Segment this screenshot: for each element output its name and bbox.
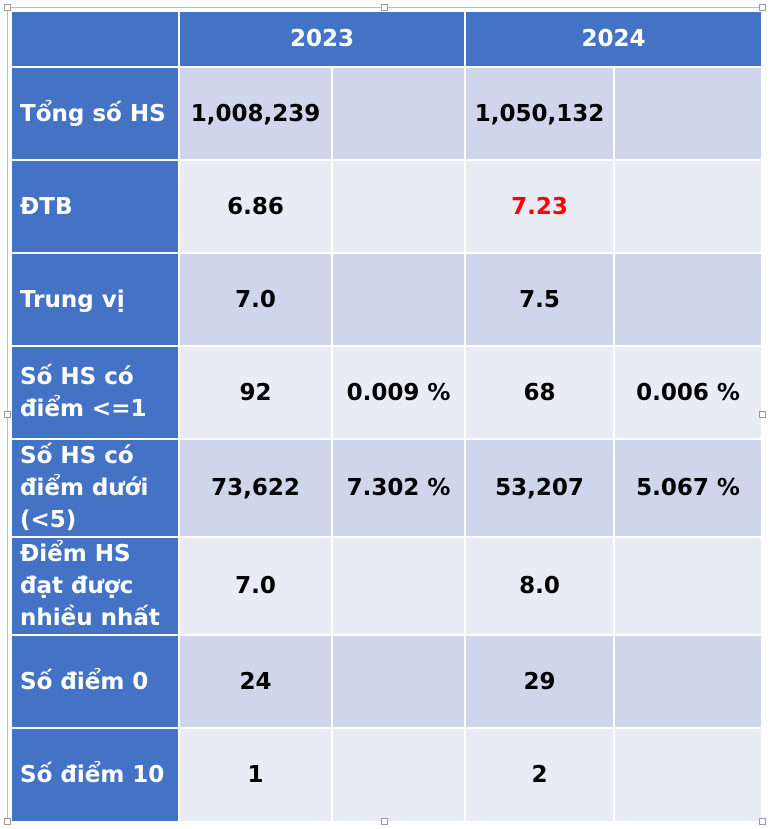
resize-handle-bottom-left[interactable]	[4, 818, 11, 825]
resize-handle-middle-right[interactable]	[759, 411, 766, 418]
percent-2024	[613, 634, 764, 729]
year-2024-header: 2024	[464, 10, 764, 68]
resize-handle-middle-left[interactable]	[4, 411, 11, 418]
value-2024: 2	[464, 727, 616, 823]
table-row: Số HS có điểm dưới (<5) 73,622 7.302 % 5…	[10, 438, 764, 538]
row-label: Số điểm 0	[10, 634, 180, 729]
percent-2023	[330, 66, 467, 161]
value-2023: 73,622	[178, 438, 333, 538]
value-2024: 29	[464, 634, 616, 729]
table-row: Số HS có điểm <=1 92 0.009 % 68 0.006 %	[10, 345, 764, 440]
row-label: Số điểm 10	[10, 727, 180, 823]
percent-2023: 0.009 %	[330, 345, 467, 440]
table-row: Trung vị 7.0 7.5	[10, 252, 764, 347]
resize-handle-bottom-center[interactable]	[381, 818, 388, 825]
header-corner-cell	[10, 10, 180, 68]
table-row: Tổng số HS 1,008,239 1,050,132	[10, 66, 764, 161]
value-2024: 1,050,132	[464, 66, 616, 161]
percent-2024	[613, 727, 764, 823]
score-comparison-table: 2023 2024 Tổng số HS 1,008,239 1,050,132…	[10, 10, 764, 823]
value-2023: 92	[178, 345, 333, 440]
table-row: ĐTB 6.86 7.23	[10, 159, 764, 254]
percent-2023: 7.302 %	[330, 438, 467, 538]
percent-2023	[330, 252, 467, 347]
percent-2024	[613, 252, 764, 347]
row-label: Trung vị	[10, 252, 180, 347]
row-label: Điểm HS đạt được nhiều nhất	[10, 536, 180, 636]
percent-2023	[330, 159, 467, 254]
table-row: Số điểm 10 1 2	[10, 727, 764, 823]
row-label: ĐTB	[10, 159, 180, 254]
percent-2024	[613, 536, 764, 636]
percent-2023	[330, 536, 467, 636]
value-2024: 53,207	[464, 438, 616, 538]
value-2024-highlighted: 7.23	[464, 159, 616, 254]
value-2024: 7.5	[464, 252, 616, 347]
table-row: Điểm HS đạt được nhiều nhất 7.0 8.0	[10, 536, 764, 636]
value-2023: 24	[178, 634, 333, 729]
resize-handle-top-center[interactable]	[381, 4, 388, 11]
year-2023-header: 2023	[177, 10, 467, 68]
value-2023: 1	[178, 727, 333, 823]
percent-2024: 0.006 %	[613, 345, 764, 440]
value-2023: 7.0	[178, 252, 333, 347]
percent-2024	[613, 66, 764, 161]
value-2023: 7.0	[178, 536, 333, 636]
row-label: Tổng số HS	[10, 66, 180, 161]
row-label: Số HS có điểm dưới (<5)	[10, 438, 180, 538]
percent-2024	[613, 159, 764, 254]
resize-handle-top-left[interactable]	[4, 4, 11, 11]
value-2024: 8.0	[464, 536, 616, 636]
percent-2023	[330, 727, 467, 823]
resize-handle-bottom-right[interactable]	[759, 818, 766, 825]
header-row: 2023 2024	[10, 10, 764, 68]
percent-2023	[330, 634, 467, 729]
table-row: Số điểm 0 24 29	[10, 634, 764, 729]
value-2023: 1,008,239	[178, 66, 333, 161]
value-2023: 6.86	[178, 159, 333, 254]
resize-handle-top-right[interactable]	[759, 4, 766, 11]
value-2024: 68	[464, 345, 616, 440]
percent-2024: 5.067 %	[613, 438, 764, 538]
row-label: Số HS có điểm <=1	[10, 345, 180, 440]
